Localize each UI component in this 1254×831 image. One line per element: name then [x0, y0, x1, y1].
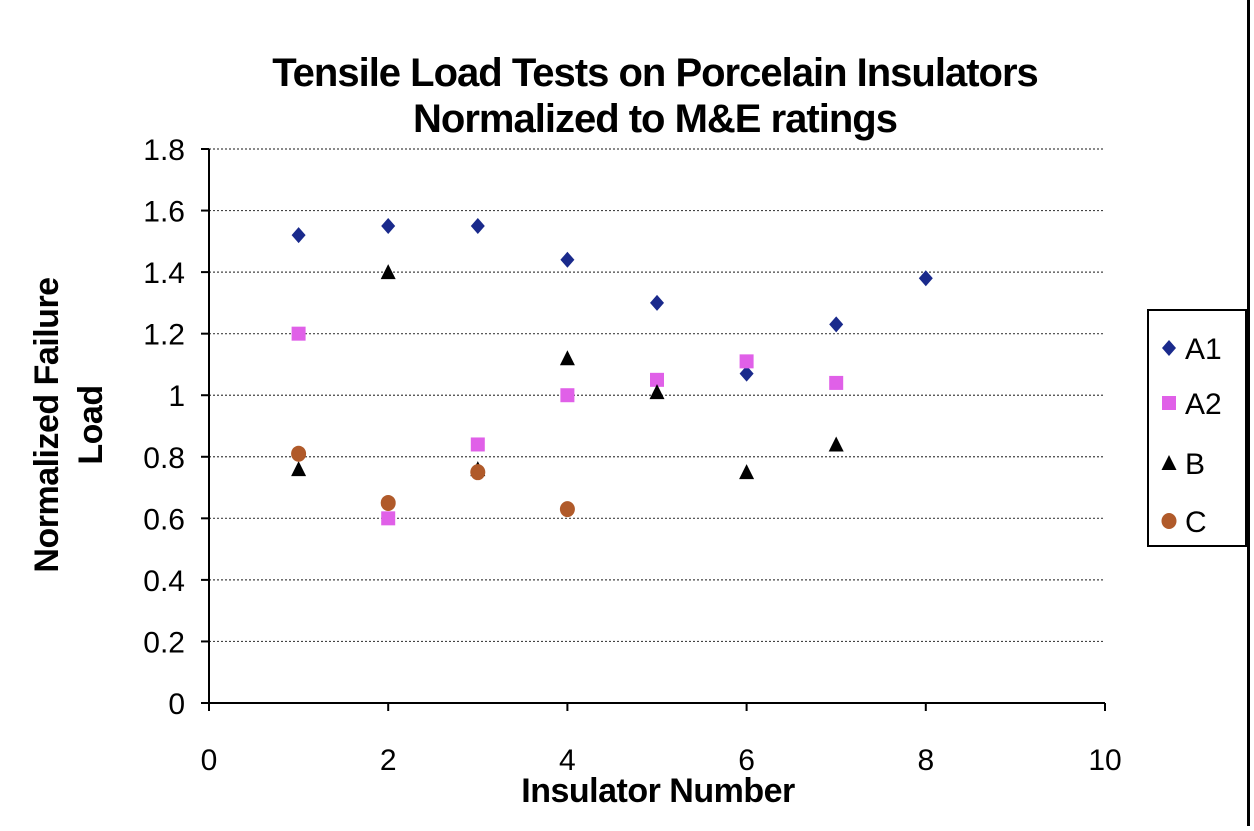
y-tick-label-4: 0.8: [143, 442, 185, 475]
y-tick-label-9: 1.8: [143, 134, 185, 167]
point-a1-7: [829, 316, 844, 333]
right-edge-border: [1247, 0, 1250, 826]
x-tick-label-0: 0: [201, 744, 218, 777]
y-tick-label-2: 0.4: [143, 565, 185, 598]
y-tick-labels: 0 0.2 0.4 0.6 0.8 1 1.2 1.4 1.6 1.8: [143, 134, 185, 721]
legend-marker-a2: [1162, 396, 1176, 410]
legend-label-a1: A1: [1185, 333, 1222, 366]
legend-label-b: B: [1185, 448, 1205, 481]
chart-title-line1: Tensile Load Tests on Porcelain Insulato…: [272, 51, 1038, 95]
x-tick-label-5: 10: [1088, 744, 1121, 777]
legend-marker-b: [1161, 455, 1177, 470]
point-a2-2: [381, 511, 396, 526]
point-a2-1: [291, 326, 306, 341]
point-b-2: [380, 264, 396, 280]
point-a2-4: [560, 388, 575, 403]
x-axis-title: Insulator Number: [521, 772, 795, 810]
legend: A1 A2 BC: [1147, 309, 1247, 547]
point-a1-4: [560, 251, 575, 268]
point-a2-7: [829, 375, 844, 390]
point-c-4: [559, 501, 575, 518]
point-c-2: [380, 494, 396, 511]
point-a2-3: [470, 437, 485, 452]
point-b-7: [828, 436, 844, 452]
point-c-3: [470, 464, 486, 481]
x-tick-labels: 0 2 4 6 8 10: [201, 744, 1122, 777]
y-tick-label-7: 1.4: [143, 257, 185, 290]
x-tick-label-2: 4: [559, 744, 576, 777]
y-tick-label-0: 0: [168, 688, 185, 721]
point-a1-5: [650, 294, 664, 311]
legend-marker-a1: [1162, 340, 1176, 356]
point-a2-5: [650, 372, 664, 387]
legend-label-a2: A2: [1185, 388, 1222, 421]
point-a2-6: [739, 354, 754, 369]
point-b-4: [559, 350, 575, 366]
y-tick-label-5: 1: [168, 380, 185, 413]
point-a1-8: [918, 270, 933, 287]
point-b-5: [649, 384, 665, 400]
point-a1-6: [739, 365, 754, 382]
chart-title-line2: Normalized to M&E ratings: [413, 97, 897, 141]
y-tick-label-6: 1.2: [143, 319, 185, 352]
axes: [201, 148, 1106, 711]
legend-marker-c: [1161, 513, 1177, 529]
legend-label-c: C: [1185, 506, 1207, 539]
point-c-1: [291, 445, 307, 462]
point-b-6: [739, 464, 755, 480]
point-a1-2: [381, 217, 396, 234]
data-points: [291, 217, 933, 526]
x-tick-label-1: 2: [380, 744, 397, 777]
y-axis-title-line1: Normalized Failure: [28, 277, 66, 572]
x-tick-label-3: 6: [738, 744, 755, 777]
x-tick-label-4: 8: [917, 744, 934, 777]
y-axis-title-line2: Load: [72, 385, 110, 464]
point-b-1: [291, 461, 307, 477]
point-a1-3: [470, 217, 485, 234]
y-tick-label-8: 1.6: [143, 196, 185, 229]
y-tick-label-1: 0.2: [143, 626, 185, 659]
y-tick-label-3: 0.6: [143, 503, 185, 536]
point-a1-1: [291, 227, 306, 244]
